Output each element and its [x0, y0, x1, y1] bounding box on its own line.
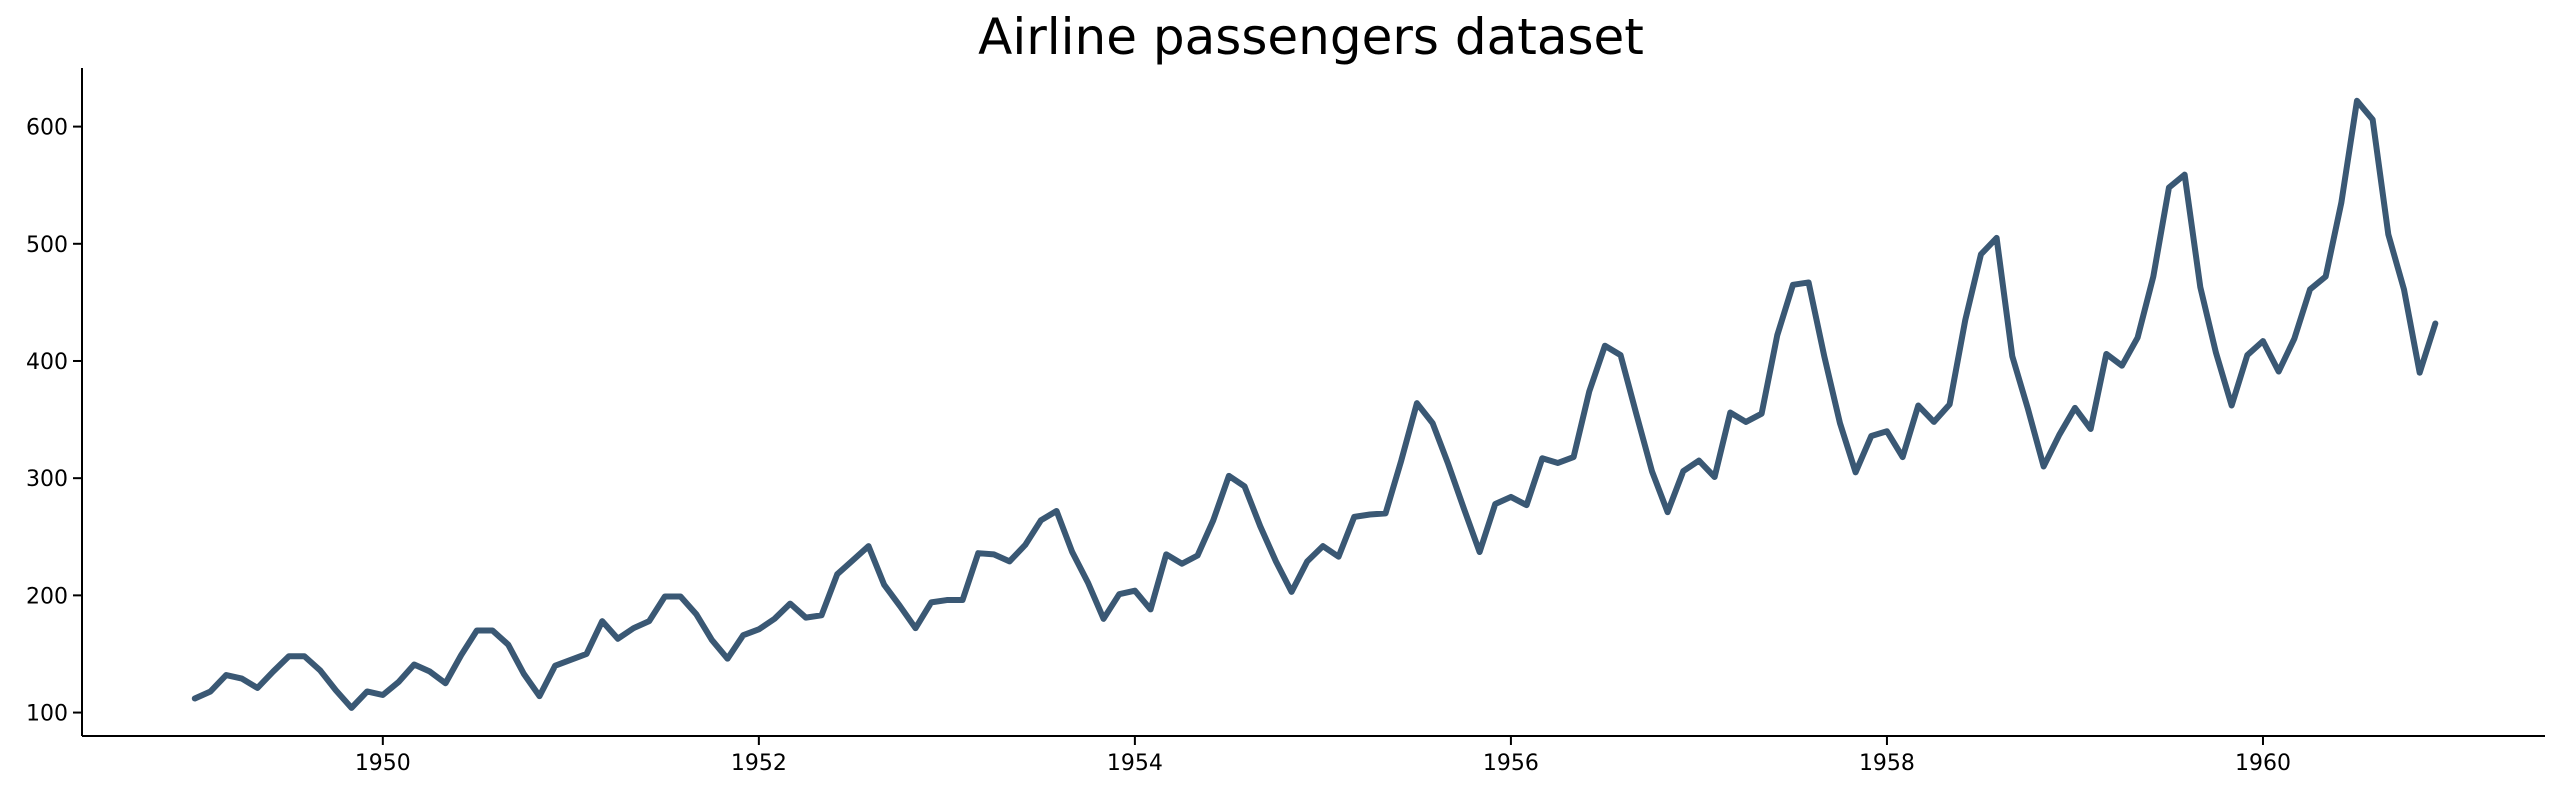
plot-area: 100 200 300 400 500 600 1950 1952 1954 1956 1958 19… — [26, 68, 2545, 776]
x-tick-label: 1960 — [2235, 751, 2291, 776]
x-tick-label: 1950 — [355, 751, 411, 776]
y-tick-label: 100 — [26, 702, 68, 727]
x-tick-label: 1952 — [731, 751, 787, 776]
x-tick-label: 1956 — [1483, 751, 1539, 776]
series-line-0 — [191, 97, 2439, 711]
y-tick-label: 500 — [26, 233, 68, 258]
x-tick-label: 1958 — [1859, 751, 1915, 776]
y-tick-label: 600 — [26, 116, 68, 141]
y-tick-label: 200 — [26, 584, 68, 609]
chart-title: Airline passengers dataset — [978, 8, 1644, 66]
y-tick-label: 300 — [26, 467, 68, 492]
x-tick-label: 1954 — [1107, 751, 1163, 776]
y-tick-label: 400 — [26, 350, 68, 375]
